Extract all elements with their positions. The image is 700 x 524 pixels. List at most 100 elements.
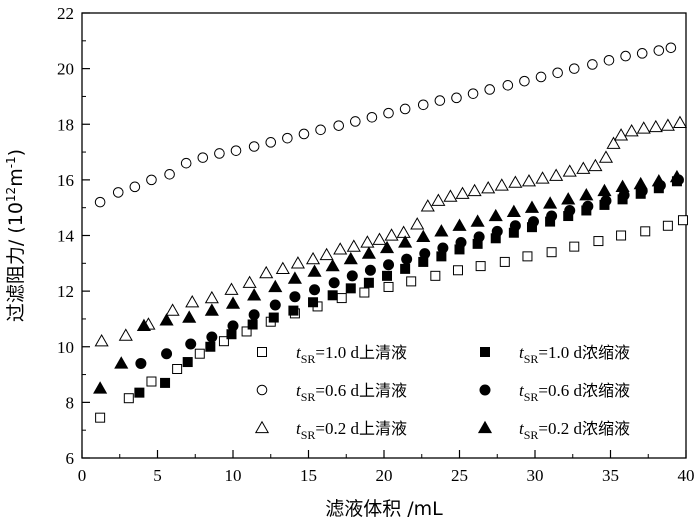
data-point: [204, 303, 219, 316]
data-point: [467, 183, 482, 197]
data-point: [562, 164, 577, 177]
legend-marker: [479, 384, 491, 396]
x-axis-title: 滤液体积 /mL: [325, 498, 443, 520]
data-point: [248, 309, 260, 321]
data-point: [587, 59, 598, 70]
data-point: [346, 270, 358, 282]
data-point: [315, 124, 326, 136]
data-point: [473, 231, 485, 243]
data-point: [227, 320, 239, 332]
legend-kind: 上清液: [359, 419, 407, 438]
data-point: [494, 178, 509, 191]
data-point: [410, 217, 425, 230]
data-point: [185, 338, 197, 350]
data-point: [384, 228, 399, 241]
data-point: [182, 357, 193, 368]
data-point: [247, 288, 262, 301]
legend-entry-2: tSR=0.6 d上清液: [256, 381, 407, 404]
data-point: [346, 239, 361, 252]
data-point: [416, 229, 431, 243]
y-axis-title-close: ): [5, 149, 27, 156]
legend-var: t: [519, 381, 525, 400]
x-tick-label: 15: [300, 466, 317, 485]
data-point: [275, 261, 290, 275]
data-point: [248, 141, 260, 152]
data-point: [165, 303, 180, 316]
data-point: [434, 224, 449, 237]
legend-value: =1.0 d: [538, 343, 582, 362]
data-point: [259, 265, 274, 279]
data-point: [603, 54, 615, 66]
legend-sub: SR: [524, 390, 539, 404]
data-point: [593, 236, 604, 247]
y-tick-label: 18: [57, 115, 74, 134]
data-point: [307, 264, 322, 277]
data-point: [360, 235, 375, 248]
data-point: [182, 310, 197, 323]
data-point: [576, 161, 591, 174]
data-point: [653, 45, 665, 56]
data-point: [521, 174, 537, 187]
data-point: [382, 270, 393, 281]
data-point: [288, 305, 299, 316]
legend-sub: SR: [301, 428, 316, 442]
y-axis-title: 过滤阻力/ (1012m-1): [4, 149, 27, 322]
x-tick-label: 35: [602, 466, 619, 485]
legend-value: =1.0 d: [315, 343, 359, 362]
data-point: [509, 220, 521, 232]
legend-entry-1: tSR=1.0 d上清液: [257, 343, 407, 366]
data-point: [420, 199, 435, 212]
x-tick-label: 5: [153, 466, 162, 485]
data-point: [455, 186, 470, 199]
data-point: [606, 136, 621, 149]
data-point: [204, 290, 219, 304]
data-point: [488, 208, 503, 222]
data-point: [345, 283, 356, 294]
data-point: [470, 214, 485, 227]
series-4: [134, 176, 682, 398]
data-point: [546, 210, 558, 222]
y-axis-title-main: 过滤阻力/ (10: [5, 202, 27, 322]
legend-sub: SR: [301, 352, 316, 366]
data-point: [205, 341, 216, 352]
data-point: [298, 128, 310, 140]
legend-entry-3: tSR=0.2 d上清液: [254, 419, 407, 442]
data-point: [506, 204, 521, 218]
legend-kind: 上清液: [359, 343, 407, 362]
data-point: [597, 183, 612, 197]
data-point: [648, 119, 663, 133]
data-point: [546, 247, 557, 258]
data-point: [419, 248, 431, 260]
legend-marker: [257, 347, 267, 357]
data-point: [406, 276, 417, 287]
data-point: [508, 175, 523, 188]
data-point: [452, 218, 467, 231]
data-point: [672, 115, 688, 129]
data-point: [633, 176, 648, 190]
data-point: [129, 181, 141, 193]
data-point: [95, 412, 106, 423]
data-point: [535, 171, 550, 184]
series-3: [94, 115, 688, 347]
data-point: [218, 336, 229, 347]
data-point: [484, 84, 496, 95]
y-tick-label: 12: [57, 282, 74, 301]
data-point: [225, 296, 241, 309]
legend-var: t: [519, 419, 525, 438]
x-tick-label: 40: [678, 466, 695, 485]
data-point: [669, 169, 685, 183]
data-point: [282, 132, 293, 144]
data-point: [309, 284, 321, 296]
data-point: [319, 247, 334, 261]
legend-value: =0.2 d: [538, 419, 582, 438]
data-point: [475, 261, 486, 272]
y-tick-label: 20: [57, 60, 74, 79]
legend-entry-5: tSR=0.6 d浓缩液: [479, 381, 630, 404]
data-point: [549, 168, 564, 181]
data-point: [305, 251, 321, 265]
data-point: [677, 215, 688, 226]
data-point: [491, 225, 503, 237]
data-point: [160, 377, 171, 388]
